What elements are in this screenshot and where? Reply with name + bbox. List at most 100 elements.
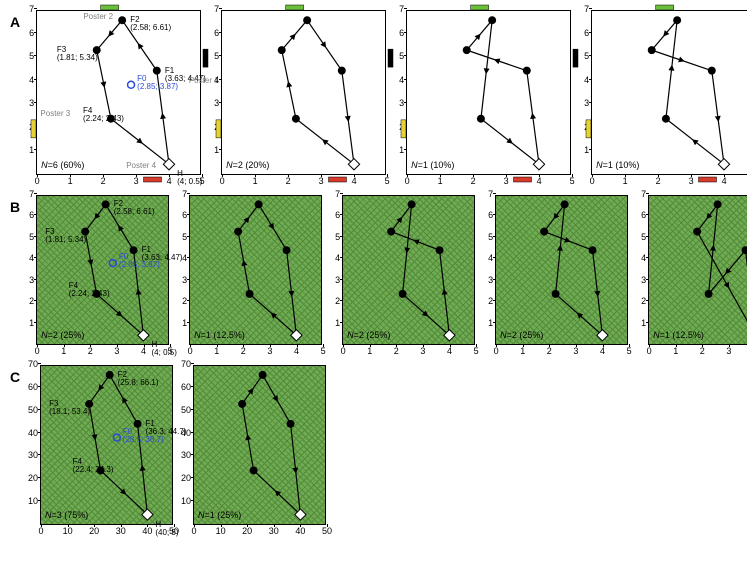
tick-label: 4 xyxy=(182,253,190,263)
tick-label: 7 xyxy=(182,189,190,199)
tick-label: 7 xyxy=(399,4,407,14)
tick-label: 6 xyxy=(584,28,592,38)
plot-area: 0123451234567N=2 (25%) xyxy=(495,195,628,345)
tick-label: 4 xyxy=(399,75,407,85)
n-label: N=3 (75%) xyxy=(45,510,88,520)
tick-label: 20 xyxy=(181,473,194,483)
plot-area: 0123451234567N=2 (20%) xyxy=(221,10,386,175)
plot-area: 0123451234567H(4; 0.5)F0(2.85; 3.87)F1(3… xyxy=(36,10,201,175)
row-C: C 0102030405010203040506070H(40; 5)F0(28.… xyxy=(10,365,737,539)
tick-label: 7 xyxy=(29,189,37,199)
panel: 0123451234567N=1 (12.5%) xyxy=(173,195,322,359)
poster-label: Poster 3 xyxy=(40,110,70,118)
n-label: N=1 (10%) xyxy=(596,160,639,170)
tick-label: 4 xyxy=(641,253,649,263)
n-label: N=6 (60%) xyxy=(41,160,84,170)
row-B: B 0123451234567H(4; 0.5)F0(2.85; 3.87)F1(… xyxy=(10,195,737,359)
plot-svg xyxy=(343,196,476,346)
panels: 0123451234567H(4; 0.5)F0(2.85; 3.87)F1(3… xyxy=(20,10,747,189)
plot-area: 0123451234567H(4; 0.5)F0(2.85; 3.87)F1(3… xyxy=(36,195,169,345)
row-label: C xyxy=(10,365,24,385)
panel: 0123451234567N=1 (12.5%) xyxy=(632,195,747,359)
tick-label: 3 xyxy=(29,275,37,285)
tick-label: 6 xyxy=(29,28,37,38)
tick-label: 70 xyxy=(28,359,41,369)
point-label: F2(2.58; 6.61) xyxy=(130,16,171,32)
tick-label: 4 xyxy=(29,253,37,263)
row-label: B xyxy=(10,195,20,215)
tick-label: 7 xyxy=(488,189,496,199)
tick-label: 2 xyxy=(335,296,343,306)
plot-area: 0102030405010203040506070H(40; 5)F0(28.5… xyxy=(40,365,173,525)
plot-svg xyxy=(222,11,387,176)
tick-label: 5 xyxy=(214,51,222,61)
tick-label: 1 xyxy=(29,145,37,155)
n-label: N=2 (20%) xyxy=(226,160,269,170)
panel: 0102030405010203040506070H(40; 5)F0(28.5… xyxy=(24,365,173,539)
plot-svg xyxy=(649,196,747,346)
tick-label: 30 xyxy=(28,450,41,460)
panel: 0123451234567N=2 (25%) xyxy=(326,195,475,359)
tick-label: 6 xyxy=(29,210,37,220)
tick-label: 7 xyxy=(335,189,343,199)
panel: 0123451234567N=2 (25%) xyxy=(479,195,628,359)
n-label: N=2 (25%) xyxy=(347,330,390,340)
panel: 0123451234567N=2 (20%) xyxy=(205,10,386,189)
tick-label: 1 xyxy=(488,318,496,328)
tick-label: 5 xyxy=(29,51,37,61)
poster-label: Poster 2 xyxy=(83,13,113,21)
row-label: A xyxy=(10,10,20,30)
point-label: F4(2.24; 2.43) xyxy=(69,282,110,298)
point-label: F3(18.1; 53.4) xyxy=(49,400,90,416)
tick-label: 3 xyxy=(182,275,190,285)
plot-area: 0102030405010203040506070N=1 (25%) xyxy=(193,365,326,525)
panel: 0123451234567H(4; 0.5)F0(2.85; 3.87)F1(3… xyxy=(20,10,201,189)
tick-label: 2 xyxy=(29,296,37,306)
plot-area: 0123451234567N=1 (12.5%) xyxy=(189,195,322,345)
tick-label: 7 xyxy=(214,4,222,14)
tick-label: 7 xyxy=(29,4,37,14)
tick-label: 3 xyxy=(584,98,592,108)
tick-label: 7 xyxy=(641,189,649,199)
n-label: N=1 (12.5%) xyxy=(653,330,704,340)
n-label: N=2 (25%) xyxy=(500,330,543,340)
tick-label: 5 xyxy=(584,51,592,61)
tick-label: 3 xyxy=(399,98,407,108)
tick-label: 5 xyxy=(29,232,37,242)
tick-label: 1 xyxy=(29,318,37,328)
point-label: H(4; 0.5) xyxy=(177,170,202,186)
tick-label: 30 xyxy=(181,450,194,460)
tick-label: 4 xyxy=(214,75,222,85)
panels: 0123451234567H(4; 0.5)F0(2.85; 3.87)F1(3… xyxy=(20,195,747,359)
tick-label: 50 xyxy=(181,405,194,415)
point-label: F3(1.81; 5.34) xyxy=(57,46,98,62)
point-label: F2(2.58; 6.61) xyxy=(114,200,155,216)
tick-label: 10 xyxy=(28,496,41,506)
point-label: F4(2.24; 2.43) xyxy=(83,107,124,123)
tick-label: 4 xyxy=(29,75,37,85)
plot-svg xyxy=(194,366,327,526)
n-label: N=2 (25%) xyxy=(41,330,84,340)
plot-svg xyxy=(496,196,629,346)
tick-label: 1 xyxy=(584,145,592,155)
plot-area: 0123451234567N=2 (25%) xyxy=(342,195,475,345)
tick-label: 60 xyxy=(181,382,194,392)
point-label: H(40; 5) xyxy=(155,521,178,537)
tick-label: 40 xyxy=(28,428,41,438)
tick-label: 1 xyxy=(182,318,190,328)
tick-label: 4 xyxy=(488,253,496,263)
point-label: F2(25.8; 66.1) xyxy=(118,371,159,387)
tick-label: 6 xyxy=(488,210,496,220)
n-label: N=1 (12.5%) xyxy=(194,330,245,340)
tick-label: 6 xyxy=(399,28,407,38)
tick-label: 3 xyxy=(214,98,222,108)
panels: 0102030405010203040506070H(40; 5)F0(28.5… xyxy=(24,365,326,539)
tick-label: 7 xyxy=(584,4,592,14)
tick-label: 1 xyxy=(641,318,649,328)
tick-label: 20 xyxy=(28,473,41,483)
poster-label: Poster 4 xyxy=(126,162,156,170)
tick-label: 5 xyxy=(399,51,407,61)
row-A: A 0123451234567H(4; 0.5)F0(2.85; 3.87)F1(… xyxy=(10,10,737,189)
n-label: N=1 (25%) xyxy=(198,510,241,520)
plot-svg xyxy=(41,366,174,526)
